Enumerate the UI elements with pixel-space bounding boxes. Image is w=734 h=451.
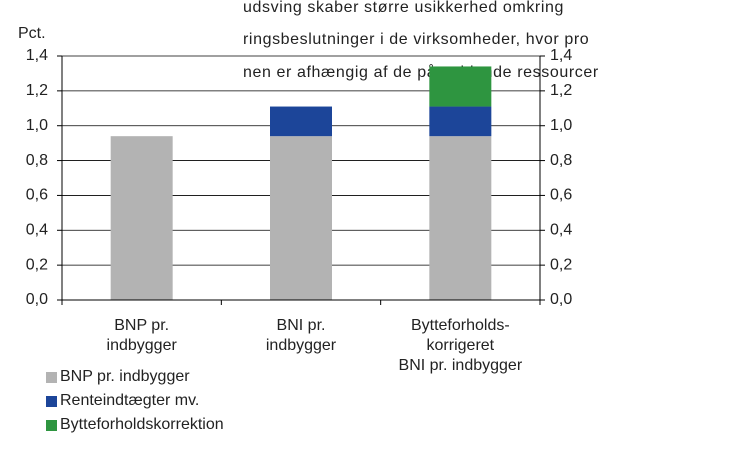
y-tick-label: 0,6 [26,187,48,204]
y-axis-label: Pct. [18,25,46,42]
bar-segment [270,136,332,300]
y-tick-label: 1,4 [26,47,48,64]
legend-entry: Bytteforholdskorrektion [46,416,224,434]
x-tick-label: BNI pr. indbygger [265,317,337,354]
bar-segment [270,106,332,137]
y2-tick-label: 1,0 [550,117,572,134]
bar-segment [110,136,173,300]
y2-tick-label: 0,4 [550,222,572,239]
y-tick-label: 0,8 [26,152,48,169]
bar-segment [429,136,492,300]
legend-label: BNP pr. indbygger [60,368,190,385]
y-tick-label: 0,0 [26,291,48,308]
legend-entry: Renteindtægter mv. [46,392,199,410]
background-text: ringsbeslutninger i de virksomheder, hvo… [243,31,589,48]
legend-label: Bytteforholdskorrektion [60,416,224,433]
y2-tick-label: 0,0 [550,291,572,308]
background-text: nen er afhængig af de pågældende ressour… [243,63,599,81]
y2-tick-label: 1,4 [550,47,572,64]
x-tick-label: BNP pr. indbygger [106,317,177,354]
y-tick-label: 1,0 [26,117,48,134]
bar-segment [429,66,492,107]
x-tick-label: Bytteforholds- korrigeret BNI pr. indbyg… [398,317,523,374]
legend-entry: BNP pr. indbygger [46,368,190,386]
y-tick-label: 0,4 [26,222,48,239]
legend-swatch [46,419,57,431]
y2-tick-label: 0,2 [550,256,572,273]
y-tick-label: 0,2 [26,256,48,273]
y2-tick-label: 0,6 [550,187,572,204]
legend-swatch [46,395,57,407]
legend-label: Renteindtægter mv. [60,392,200,409]
y2-tick-label: 0,8 [550,152,572,169]
y2-tick-label: 1,2 [550,82,572,99]
y-tick-label: 1,2 [26,82,48,99]
bar-segment [429,106,492,137]
background-text: udsving skaber større usikkerhed omkring [243,0,564,16]
legend-swatch [46,371,57,383]
